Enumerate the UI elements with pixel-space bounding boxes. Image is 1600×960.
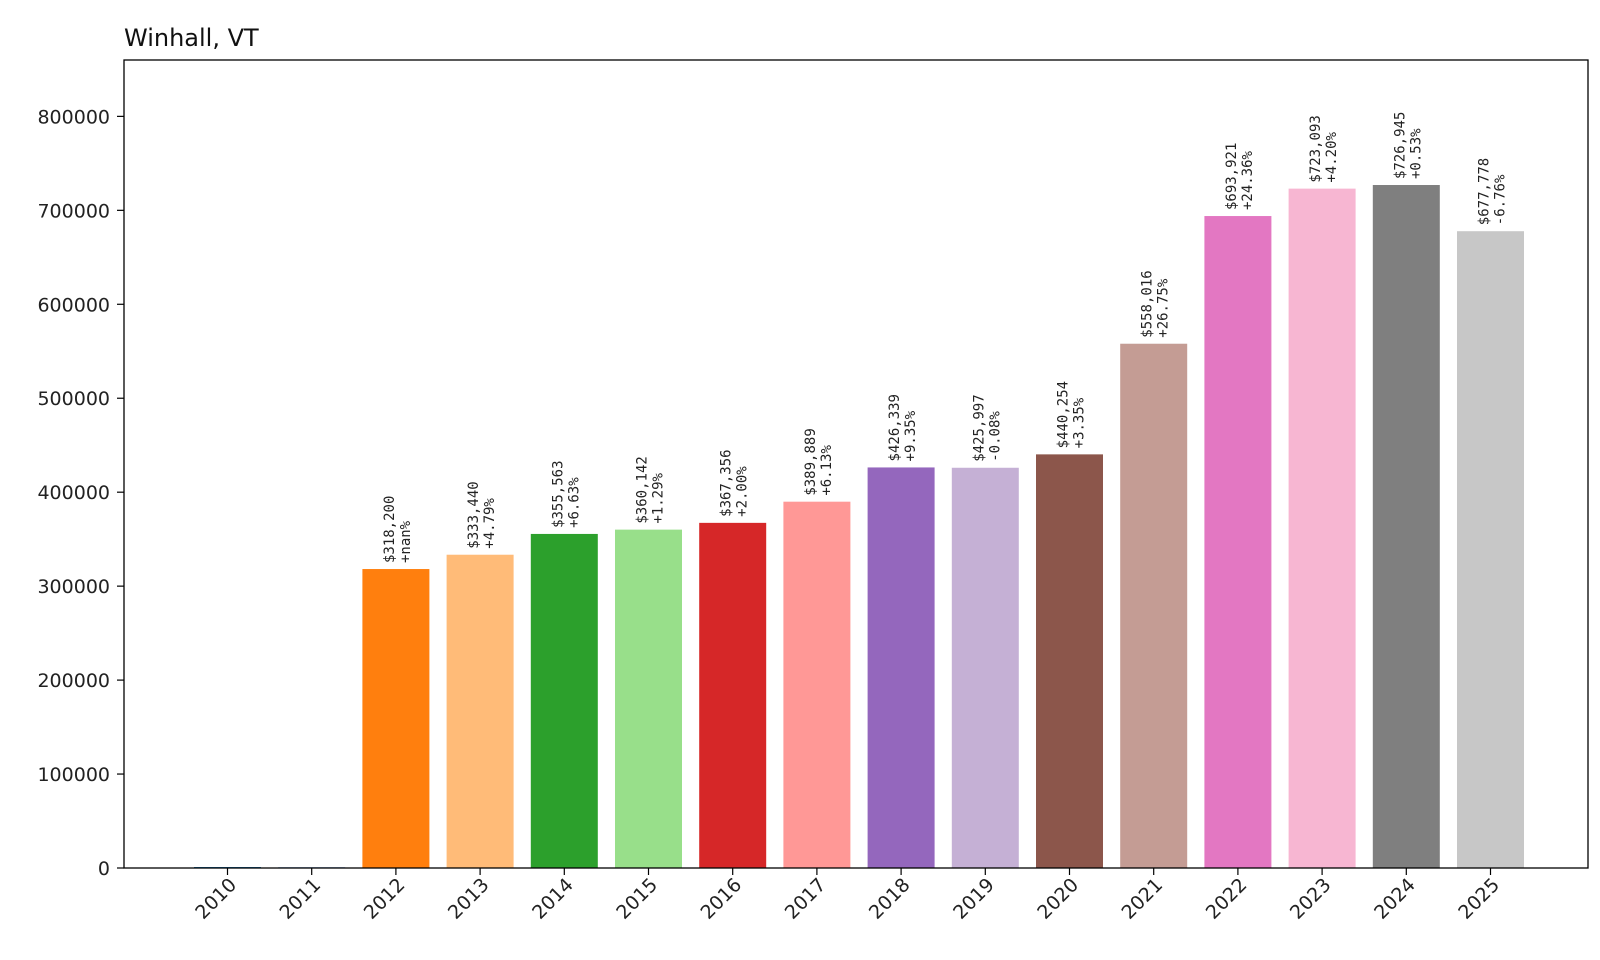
y-tick-label-600000: 600000 bbox=[37, 294, 110, 316]
y-tick-label-100000: 100000 bbox=[37, 764, 110, 786]
x-tick-label-2025: 2025 bbox=[1454, 874, 1504, 924]
bar-labels-group: $318,200+nan% $333,440+4.79% $355,563+6.63… bbox=[382, 112, 1509, 563]
plot-frame bbox=[123, 59, 1589, 869]
bar-2020 bbox=[1036, 454, 1103, 868]
bar-2015 bbox=[615, 529, 682, 868]
data-label-2016: $367,356+2.00% bbox=[719, 449, 751, 516]
y-tick-label-400000: 400000 bbox=[37, 482, 110, 504]
data-label-2021: $558,016+26.75% bbox=[1140, 270, 1172, 337]
x-tick-label-2024: 2024 bbox=[1370, 874, 1420, 924]
y-tick-label-0: 0 bbox=[98, 858, 110, 880]
bar-2012 bbox=[362, 569, 430, 868]
data-label-2018: $426,339+9.35% bbox=[887, 394, 919, 461]
bar-2013 bbox=[446, 554, 514, 868]
bar-2022 bbox=[1204, 216, 1272, 869]
bar-2024 bbox=[1372, 185, 1440, 868]
bar-2017 bbox=[783, 501, 851, 868]
y-tick-label-800000: 800000 bbox=[37, 106, 110, 128]
x-tick-label-2016: 2016 bbox=[696, 874, 746, 924]
data-label-2024: $726,945+0.53% bbox=[1392, 112, 1424, 179]
x-tick-label-2022: 2022 bbox=[1202, 874, 1252, 924]
data-label-2017: $389,889+6.13% bbox=[803, 428, 835, 495]
data-label-2023: $723,093+4.20% bbox=[1308, 115, 1340, 182]
data-label-2025: $677,778-6.76% bbox=[1477, 158, 1509, 225]
x-tick-label-2018: 2018 bbox=[865, 874, 915, 924]
bar-2014 bbox=[530, 533, 598, 868]
y-tick-label-700000: 700000 bbox=[37, 200, 110, 222]
data-label-2015: $360,142+1.29% bbox=[635, 456, 667, 523]
bar-2021 bbox=[1120, 343, 1188, 868]
bar-2023 bbox=[1288, 188, 1356, 868]
data-label-2014: $355,563+6.63% bbox=[550, 460, 582, 527]
x-tick-label-2014: 2014 bbox=[528, 874, 578, 924]
x-tick-label-2011: 2011 bbox=[275, 874, 325, 924]
x-tick-label-2012: 2012 bbox=[360, 874, 410, 924]
bars-group bbox=[194, 185, 1524, 869]
x-tick-label-2017: 2017 bbox=[781, 874, 831, 924]
x-tick-label-2021: 2021 bbox=[1117, 874, 1167, 924]
bar-2018 bbox=[867, 467, 935, 868]
data-label-2022: $693,921+24.36% bbox=[1224, 143, 1256, 210]
y-tick-label-500000: 500000 bbox=[37, 388, 110, 410]
bar-2016 bbox=[699, 522, 767, 868]
x-tick-label-2010: 2010 bbox=[191, 874, 241, 924]
x-tick-label-2013: 2013 bbox=[444, 874, 494, 924]
x-tick-label-2015: 2015 bbox=[612, 874, 662, 924]
y-tick-label-300000: 300000 bbox=[37, 576, 110, 598]
y-tick-label-200000: 200000 bbox=[37, 670, 110, 692]
data-label-2013: $333,440+4.79% bbox=[466, 481, 498, 548]
chart-title: Winhall, VT bbox=[124, 24, 259, 52]
data-label-2019: $425,997-0.08% bbox=[971, 394, 1003, 461]
x-tick-label-2020: 2020 bbox=[1033, 874, 1083, 924]
data-label-2020: $440,254+3.35% bbox=[1056, 381, 1088, 448]
x-axis: 2010 2011 2012 2013 2014 2015 2016 2017 2018 2019… bbox=[191, 868, 1504, 924]
y-axis: 0 100000 200000 300000 400000 500000 600000 700… bbox=[37, 106, 124, 880]
x-tick-label-2019: 2019 bbox=[949, 874, 999, 924]
bar-2019 bbox=[951, 467, 1019, 868]
x-tick-label-2023: 2023 bbox=[1286, 874, 1336, 924]
bar-2025 bbox=[1457, 231, 1524, 868]
data-label-2012: $318,200+nan% bbox=[382, 496, 414, 563]
